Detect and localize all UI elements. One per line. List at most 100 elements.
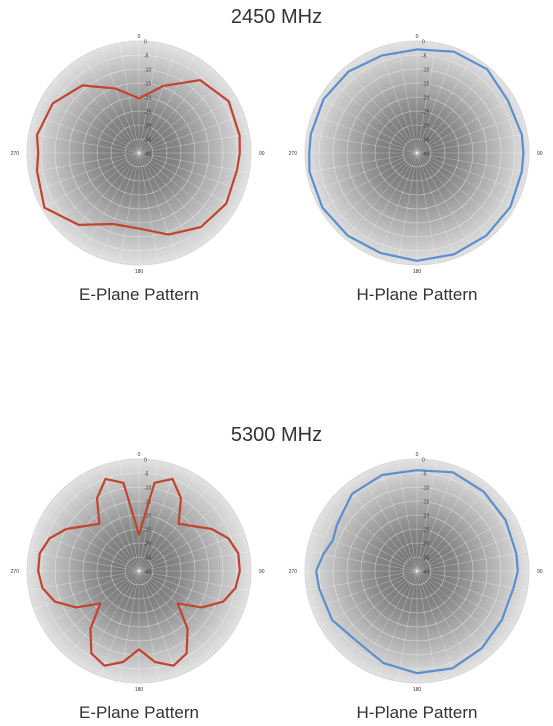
radial-tick-label: -20 <box>144 514 151 520</box>
radial-gridline <box>360 514 474 628</box>
radial-tick-label: -40 <box>422 570 429 576</box>
radial-tick-label: -5 <box>422 54 427 60</box>
radial-tick-label: -35 <box>144 556 151 562</box>
radial-gridline <box>110 124 168 182</box>
radial-gridline <box>346 82 488 224</box>
radial-tick-label: -25 <box>422 110 429 116</box>
radial-tick-label: -15 <box>422 82 429 88</box>
radial-gridline <box>388 124 446 182</box>
radial-gridline <box>26 40 252 266</box>
angle-label: 90 <box>259 569 265 575</box>
frequency-title-2450: 2450 MHz <box>230 6 323 28</box>
radial-tick-label: 0 <box>422 458 425 464</box>
radiation-pattern-line <box>37 477 241 667</box>
angle-label: 90 <box>537 151 543 157</box>
radial-tick-label: -25 <box>422 528 429 534</box>
radial-tick-label: -10 <box>422 68 429 74</box>
radial-tick-label: -20 <box>422 514 429 520</box>
polar-chart-svg: 0 -5 -10 -15 -20 -25 -30 -35 -40 0 90 180 270 <box>289 34 543 275</box>
radial-tick-label: -10 <box>422 486 429 492</box>
radial-gridline <box>54 68 224 238</box>
radial-tick-label: -20 <box>422 96 429 102</box>
angle-label: 0 <box>138 34 141 40</box>
radial-tick-label: -40 <box>144 570 151 576</box>
radial-gridline <box>68 82 210 224</box>
radial-gridline <box>374 528 460 614</box>
frequency-title-5300: 5300 MHz <box>230 424 323 446</box>
radiation-pattern-line <box>315 469 519 675</box>
polar-chart-5300-h-plane: 0 -5 -10 -15 -20 -25 -30 -35 -40 0 90 180 270 H-Plan… <box>287 446 547 726</box>
radial-tick-label: -15 <box>144 82 151 88</box>
radial-gridline <box>304 40 530 266</box>
radial-gridline <box>26 458 252 684</box>
angle-label: 180 <box>413 269 422 275</box>
radial-gridline <box>96 110 182 196</box>
angle-label: 90 <box>537 569 543 575</box>
radial-gridline <box>40 472 238 670</box>
polar-chart-2450-h-plane: 0 -5 -10 -15 -20 -25 -30 -35 -40 0 90 180 270 H-Plan… <box>287 28 547 308</box>
polar-chart-2450-e-plane: 0 -5 -10 -15 -20 -25 -30 -35 -40 0 90 180 270 E-Plan… <box>9 28 269 308</box>
radial-gridline <box>40 54 238 252</box>
angle-label: 180 <box>135 687 144 693</box>
radial-tick-label: 0 <box>422 40 425 46</box>
angle-label: 180 <box>135 269 144 275</box>
chart-subtitle: E-Plane Pattern <box>78 703 199 722</box>
radial-tick-label: -20 <box>144 96 151 102</box>
angle-label: 270 <box>289 569 298 575</box>
radial-gridline <box>82 514 196 628</box>
radial-tick-label: -35 <box>422 556 429 562</box>
polar-chart-svg: 0 -5 -10 -15 -20 -25 -30 -35 -40 0 90 180 270 <box>11 34 265 275</box>
angle-label: 270 <box>11 569 20 575</box>
polar-chart-svg: 0 -5 -10 -15 -20 -25 -30 -35 -40 0 90 180 270 <box>289 452 543 693</box>
radial-tick-label: -30 <box>422 542 429 548</box>
radial-gridline <box>402 138 432 168</box>
radial-tick-label: -30 <box>422 124 429 130</box>
radiation-pattern-line <box>308 48 525 262</box>
radial-gridline <box>68 500 210 642</box>
angle-label: 0 <box>416 452 419 458</box>
radial-gridline <box>124 556 154 586</box>
radial-gridline <box>346 500 488 642</box>
radial-gridline <box>82 96 196 210</box>
radial-tick-label: -5 <box>422 472 427 478</box>
radial-tick-label: -5 <box>144 472 149 478</box>
radial-gridline <box>318 54 516 252</box>
polar-chart-5300-e-plane: 0 -5 -10 -15 -20 -25 -30 -35 -40 0 90 180 270 E-Plan… <box>9 446 269 726</box>
radial-gridline <box>96 528 182 614</box>
radial-gridline <box>304 458 530 684</box>
radial-gridline <box>110 542 168 600</box>
radial-tick-label: -40 <box>144 152 151 158</box>
radial-tick-label: -10 <box>144 486 151 492</box>
radial-gridline <box>318 472 516 670</box>
angle-label: 270 <box>11 151 20 157</box>
chart-subtitle: E-Plane Pattern <box>78 285 199 304</box>
radial-tick-label: -25 <box>144 528 151 534</box>
radial-gridline <box>332 486 502 656</box>
chart-subtitle: H-Plane Pattern <box>356 703 478 722</box>
radial-gridline <box>374 110 460 196</box>
angle-label: 0 <box>138 452 141 458</box>
radial-gridline <box>360 96 474 210</box>
chart-subtitle: H-Plane Pattern <box>356 285 478 304</box>
radial-tick-label: -40 <box>422 152 429 158</box>
radial-gridline <box>54 486 224 656</box>
radial-tick-label: -35 <box>422 138 429 144</box>
radial-tick-label: -25 <box>144 110 151 116</box>
radial-tick-label: 0 <box>144 458 147 464</box>
angle-label: 270 <box>289 151 298 157</box>
radial-tick-label: -15 <box>422 500 429 506</box>
angle-label: 90 <box>259 151 265 157</box>
radial-gridline <box>402 556 432 586</box>
radial-gridline <box>388 542 446 600</box>
radial-tick-label: -30 <box>144 124 151 130</box>
radial-gridline <box>332 68 502 238</box>
angle-label: 0 <box>416 34 419 40</box>
radial-tick-label: -10 <box>144 68 151 74</box>
radial-tick-label: 0 <box>144 40 147 46</box>
radial-tick-label: -35 <box>144 138 151 144</box>
angle-label: 180 <box>413 687 422 693</box>
radial-gridline <box>124 138 154 168</box>
radial-tick-label: -30 <box>144 542 151 548</box>
radial-tick-label: -5 <box>144 54 149 60</box>
